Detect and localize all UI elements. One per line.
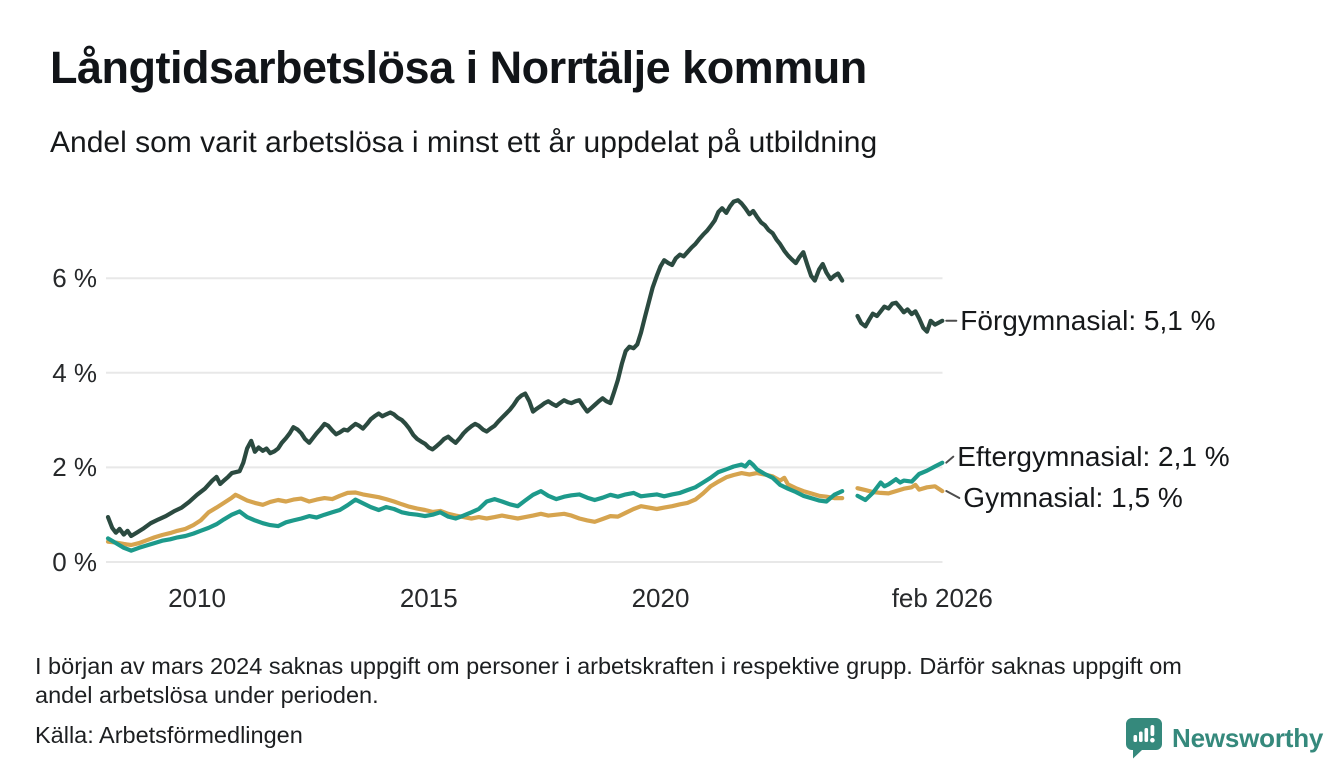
series-line-förgymnasial bbox=[105, 198, 845, 539]
gridlines bbox=[106, 277, 943, 563]
branding: Newsworthy bbox=[1125, 716, 1323, 760]
y-tick-label: 6 % bbox=[52, 263, 97, 294]
chart-series bbox=[105, 198, 945, 553]
footnote-line: I början av mars 2024 saknas uppgift om … bbox=[35, 653, 1182, 679]
series-end-label-gymnasial: Gymnasial: 1,5 % bbox=[963, 482, 1183, 514]
label-connector bbox=[945, 455, 955, 464]
y-tick-label: 0 % bbox=[52, 547, 97, 577]
series-line-eftergymnasial bbox=[855, 460, 945, 503]
source-note: Källa: Arbetsförmedlingen bbox=[35, 722, 303, 748]
x-tick-label: feb 2026 bbox=[891, 583, 993, 613]
x-tick-label: 2010 bbox=[168, 583, 226, 613]
branding-name: Newsworthy bbox=[1172, 722, 1324, 753]
x-tick-label: 2015 bbox=[399, 583, 458, 613]
series-line-eftergymnasial bbox=[105, 459, 845, 553]
newsworthy-logo-icon bbox=[1126, 718, 1162, 759]
page-title: Långtidsarbetslösa i Norrtälje kommun bbox=[50, 42, 867, 93]
x-tick-label: 2020 bbox=[631, 583, 690, 613]
footnote-line: andel arbetslösa under perioden. bbox=[35, 682, 379, 708]
series-line-gymnasial bbox=[855, 482, 945, 496]
y-tick-label: 2 % bbox=[52, 452, 97, 483]
series-line-förgymnasial bbox=[855, 300, 945, 334]
label-connector bbox=[945, 490, 961, 500]
series-line-gymnasial bbox=[105, 471, 845, 548]
series-end-label-eftergymnasial: Eftergymnasial: 2,1 % bbox=[957, 440, 1230, 472]
label-connectors bbox=[945, 319, 961, 500]
series-end-label-förgymnasial: Förgymnasial: 5,1 % bbox=[960, 304, 1216, 336]
chart-subtitle: Andel som varit arbetslösa i minst ett å… bbox=[50, 126, 878, 159]
y-tick-label: 4 % bbox=[52, 357, 97, 388]
footnote: I början av mars 2024 saknas uppgift om … bbox=[35, 652, 1315, 710]
